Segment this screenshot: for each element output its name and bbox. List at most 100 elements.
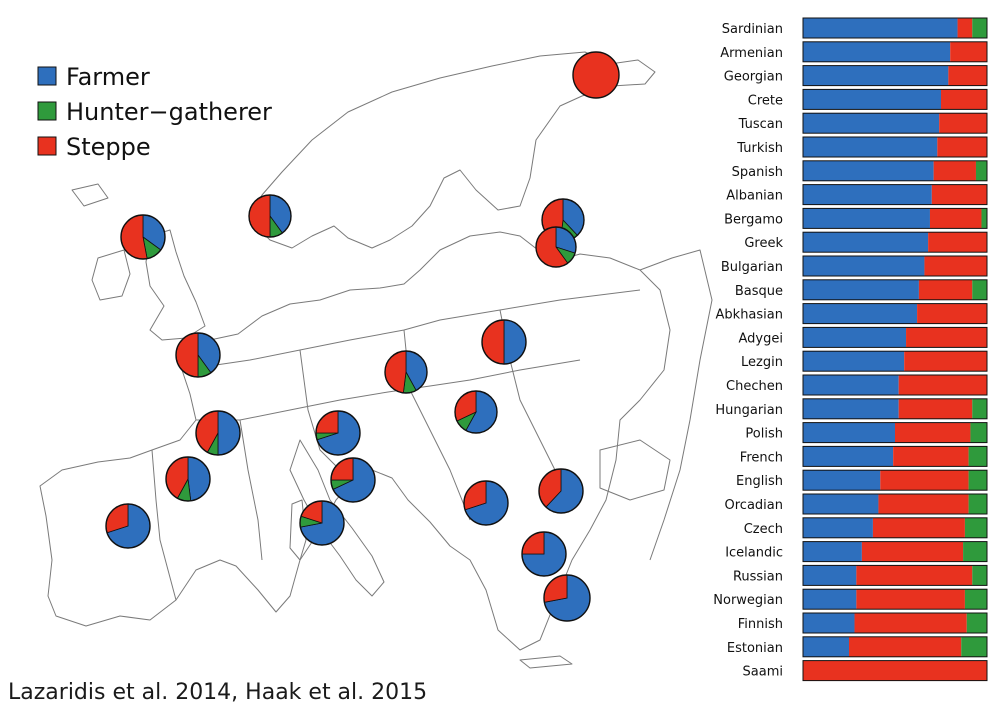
bar-category-label: Albanian [726,189,783,204]
bar-segment-steppe [849,636,962,657]
bar-segment-hunter_gatherer [972,18,987,38]
map-pie [195,410,241,456]
bar-segment-farmer [803,160,934,181]
pie-outline [543,574,591,622]
bar-outline [802,350,988,372]
bar-outline [802,160,988,182]
map-pie [120,214,166,260]
map-pie [384,350,428,394]
legend-swatch-hunter_gatherer [37,101,57,121]
bar-segment-steppe [898,398,973,419]
map-border-line [196,359,581,421]
bar-segment-steppe [803,660,987,681]
bar-segment-steppe [880,470,969,491]
pie-outline [175,332,221,378]
stacked-bar-chart: Sardinian Armenian Georgian Crete Tuscan Turk… [713,17,988,682]
bar-row: Spanish [732,160,988,182]
pie-outline [330,457,376,503]
bar-outline [802,41,988,63]
map-border-line [639,249,713,561]
bar-outline [802,493,988,515]
bar-row: Norwegian [713,588,988,610]
bar-category-label: Basque [735,284,783,299]
bar-outline [802,660,988,682]
pie-outline [248,194,292,238]
bar-outline [802,65,988,87]
bar-row: Orcadian [725,493,988,515]
bar-outline [802,17,988,39]
bar-segment-steppe [948,65,987,86]
bar-segment-farmer [803,41,951,62]
bar-segment-farmer [803,565,857,586]
bar-segment-farmer [803,256,925,276]
bar-category-label: Abkhasian [716,308,783,323]
bar-segment-farmer [803,113,940,134]
map-pie [105,503,151,549]
pie-slice-steppe [481,319,505,365]
bar-segment-farmer [803,446,894,467]
bar-row: Russian [733,564,988,586]
pie-outline [521,531,567,577]
map-border-line [239,419,263,561]
bar-segment-hunter_gatherer [966,613,987,633]
map-border-line [289,439,385,597]
bar-segment-farmer [803,184,932,205]
bar-segment-farmer [803,232,929,253]
legend-swatch-farmer [37,66,57,86]
pie-slice-steppe [248,194,271,238]
legend-entry-farmer: Farmer [37,63,150,91]
bar-segment-steppe [856,565,973,586]
pie-slice-farmer [217,410,241,456]
bar-segment-hunter_gatherer [963,541,987,562]
map-border-line [39,231,671,651]
bar-outline [802,255,988,277]
bar-row: Hungarian [715,398,988,420]
map-pie [330,457,376,503]
bar-segment-farmer [803,303,918,324]
bar-segment-farmer [803,589,857,610]
bar-outline [802,326,988,348]
bar-category-label: Finnish [738,617,783,632]
bar-outline [802,207,988,229]
bar-segment-steppe [950,41,987,62]
bar-category-label: Icelandic [725,546,783,561]
bar-segment-farmer [803,351,905,372]
bar-segment-farmer [803,18,958,38]
bar-outline [802,517,988,539]
map-pie [543,574,591,622]
bar-row: Estonian [727,636,988,658]
bar-outline [802,88,988,110]
bar-segment-farmer [803,517,873,538]
bar-category-label: Tuscan [738,117,783,132]
bar-outline [802,136,988,158]
bar-outline [802,469,988,491]
bar-row: Sardinian [722,17,988,39]
bar-segment-steppe [904,351,987,372]
bar-category-label: Bulgarian [721,260,783,275]
bar-category-label: Hungarian [715,403,783,418]
bar-outline [802,445,988,467]
bar-row: Georgian [724,65,988,87]
map-pie [454,390,498,434]
pie-outline [535,226,577,268]
bar-outline [802,303,988,325]
bar-category-label: English [736,474,783,489]
bar-category-label: Armenian [720,46,783,61]
bar-outline [802,612,988,634]
bar-segment-farmer [803,375,899,395]
bar-segment-steppe [898,375,987,395]
bar-segment-steppe [918,279,973,300]
bar-category-label: Czech [744,522,783,537]
bar-category-label: Spanish [732,165,783,180]
bar-row: Greek [744,231,988,253]
bar-segment-farmer [803,613,855,633]
bar-segment-farmer [803,422,895,443]
map-pie-charts [105,51,620,622]
map-border-line [289,499,307,561]
bar-segment-farmer [803,65,949,86]
bar-row: Albanian [726,184,988,206]
map-border-line [599,439,671,501]
pie-outline [384,350,428,394]
citation-text: Lazaridis et al. 2014, Haak et al. 2015 [8,680,428,705]
bar-segment-steppe [929,208,982,229]
